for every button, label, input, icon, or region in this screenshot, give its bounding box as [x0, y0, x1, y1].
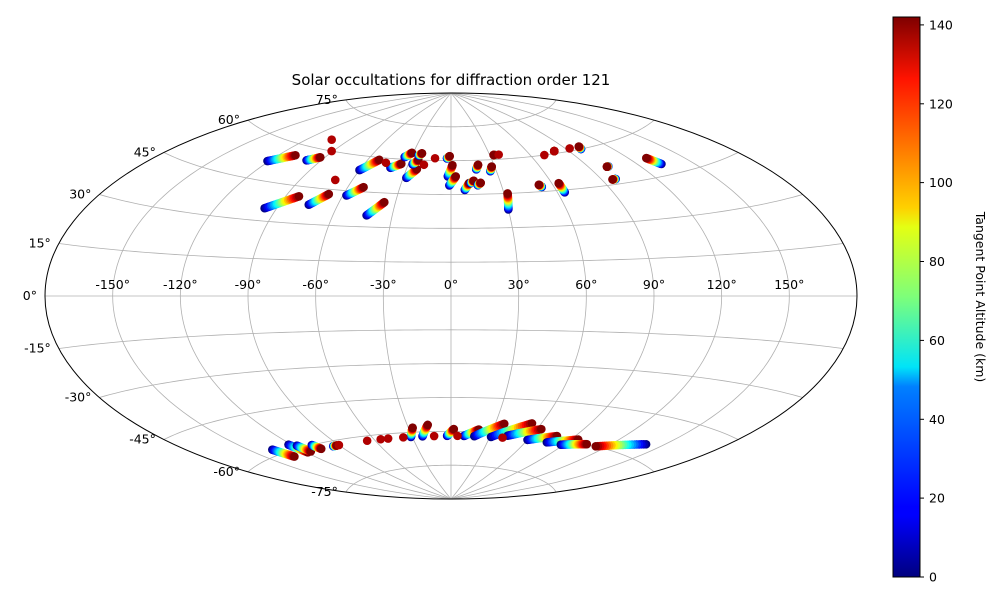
occultation-point — [540, 150, 549, 160]
parallel-line — [99, 194, 803, 229]
latitude-tick-label: -45° — [129, 432, 156, 447]
occultation-point — [291, 150, 300, 160]
latitude-tick-label: 60° — [218, 112, 240, 127]
parallel-line — [345, 99, 557, 128]
occultation-point — [554, 178, 563, 188]
parallel-line — [58, 329, 844, 349]
longitude-tick-label: 60° — [575, 277, 597, 292]
occultation-point — [473, 160, 483, 170]
occultation-point — [642, 153, 651, 163]
longitude-tick-labels: -150° -120° -90° -60° -30° 0° 30° 60° 90° 120° 150… — [95, 277, 804, 292]
longitude-tick-label: 90° — [643, 277, 665, 292]
occultation-point — [430, 153, 440, 163]
occultation-point — [602, 162, 612, 171]
occultation-point — [453, 431, 462, 441]
longitude-tick-label: -120° — [163, 277, 198, 292]
occultation-point — [327, 135, 336, 145]
colorbar-tick-label: 0 — [929, 570, 937, 585]
occultation-point — [449, 424, 459, 434]
longitude-tick-label: 30° — [508, 277, 530, 292]
colorbar-tick-label: 100 — [929, 175, 953, 190]
parallel-line — [58, 243, 844, 263]
colorbar-tick-label: 60 — [929, 333, 945, 348]
occultation-point — [487, 162, 496, 171]
parallel-line — [163, 152, 739, 195]
occultation-point — [503, 189, 512, 198]
chart-title: Solar occultations for diffraction order… — [292, 71, 611, 89]
occultation-point — [423, 420, 433, 430]
occultation-point — [534, 180, 544, 190]
longitude-tick-label: -30° — [370, 277, 397, 292]
occultation-point — [565, 144, 574, 153]
occultation-point — [380, 197, 389, 207]
parallel-line — [345, 464, 557, 493]
longitude-tick-label: -90° — [235, 277, 262, 292]
colorbar-tick-label: 120 — [929, 96, 953, 111]
occultation-point — [527, 419, 537, 428]
latitude-tick-label: 45° — [134, 145, 156, 160]
latitude-tick-label: -15° — [24, 341, 51, 356]
occultation-point — [608, 175, 617, 184]
occultation-point — [362, 436, 372, 446]
colorbar-tick-label: 40 — [929, 412, 945, 427]
colorbar-gradient — [892, 16, 921, 578]
latitude-tick-label: -75° — [311, 484, 338, 499]
colorbar: 0 20 40 60 80 100 120 140 Tangent Point Altitud… — [892, 16, 988, 585]
occultation-point — [537, 424, 546, 434]
occultation-point — [290, 452, 299, 461]
occultation-point — [574, 142, 584, 151]
longitude-tick-label: -150° — [95, 277, 130, 292]
occultation-point — [408, 423, 417, 432]
latitude-tick-label: 30° — [69, 187, 91, 202]
latitude-tick-label: 75° — [316, 92, 338, 107]
occultation-point — [499, 419, 509, 429]
occultation-points — [260, 135, 666, 461]
longitude-tick-label: -60° — [302, 277, 329, 292]
occultation-point — [376, 434, 385, 444]
parallel-line — [99, 363, 803, 398]
occultation-point — [324, 189, 334, 199]
occultation-point — [419, 160, 429, 170]
occultation-point — [445, 151, 455, 161]
occultation-point — [448, 160, 457, 170]
longitude-tick-label: 0° — [444, 277, 458, 292]
colorbar-ticks: 0 20 40 60 80 100 120 140 — [920, 17, 953, 585]
longitude-tick-label: 120° — [707, 277, 737, 292]
occultation-point — [591, 442, 601, 451]
occultation-point — [429, 431, 439, 441]
latitude-tick-label: -30° — [65, 390, 92, 405]
occultation-point — [498, 433, 507, 442]
latitude-tick-label: 0° — [23, 288, 37, 303]
latitude-tick-labels: -75° -60° -45° -30° -15° 0° 15° 30° 45° 60° 75° — [23, 92, 338, 499]
longitude-tick-label: 150° — [774, 277, 804, 292]
occultation-point — [383, 434, 393, 443]
occultation-point — [494, 150, 504, 159]
colorbar-tick-label: 80 — [929, 254, 945, 269]
occultation-point — [327, 146, 336, 156]
colorbar-tick-label: 20 — [929, 491, 945, 506]
occultation-point — [316, 444, 326, 454]
occultation-point — [330, 175, 340, 185]
occultation-point — [549, 146, 559, 156]
occultation-point — [451, 172, 461, 181]
occultation-point — [399, 433, 408, 442]
map-boundary — [44, 92, 858, 500]
occultation-point — [397, 159, 406, 169]
occultation-point — [359, 182, 368, 192]
occultation-point — [417, 149, 427, 158]
occultation-point — [582, 439, 592, 449]
latitude-tick-label: -60° — [213, 464, 240, 479]
occultation-point — [294, 192, 304, 201]
occultation-point — [374, 155, 384, 165]
colorbar-tick-label: 140 — [929, 17, 953, 32]
colorbar-label: Tangent Point Altitude (km) — [973, 211, 988, 383]
occultation-point — [476, 178, 486, 188]
parallel-line — [163, 397, 739, 440]
occultation-point — [381, 158, 391, 168]
occultation-point — [407, 148, 417, 158]
latitude-tick-label: 15° — [29, 236, 51, 251]
occultation-point — [316, 152, 325, 162]
occultation-point — [334, 440, 344, 450]
